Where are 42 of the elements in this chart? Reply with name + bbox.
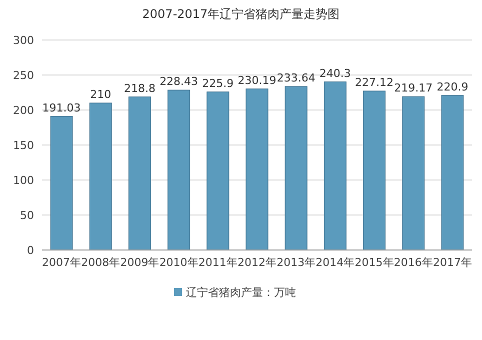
bar [284,86,308,250]
x-tick-label: 2009年 [120,256,160,269]
data-label: 227.12 [355,76,394,90]
x-tick-label: 2013年 [276,256,316,269]
data-label: 240.3 [319,66,351,80]
y-tick-label: 200 [13,104,34,117]
bar [402,96,425,250]
bar [168,90,190,250]
y-tick-label: 150 [13,139,34,152]
x-tick-label: 2016年 [394,256,433,269]
bar [128,96,151,250]
bar [50,116,73,250]
x-tick-label: 2014年 [316,256,355,269]
y-tick-label: 50 [20,209,34,222]
data-label: 218.8 [124,82,156,95]
data-label: 228.43 [160,75,198,88]
x-tick-label: 2011年 [198,256,238,269]
x-tick-label: 2017年 [432,256,472,269]
bar [363,90,386,250]
y-tick-label: 0 [27,244,34,257]
data-label: 210 [90,88,112,101]
data-label: 230.19 [238,74,276,87]
y-tick-label: 250 [13,69,34,82]
y-tick-label: 100 [13,174,34,187]
bar [206,92,230,250]
legend-label: 辽宁省猪肉产量：万吨 [186,286,296,299]
chart-title: 2007-2017年辽宁省猪肉产量走势图 [142,7,340,21]
x-tick-label: 2010年 [159,256,198,269]
data-label: 233.64 [276,71,316,84]
data-label: 219.17 [394,82,433,95]
x-tick-label: 2015年 [354,256,394,269]
bar [89,102,112,250]
bar [324,81,346,250]
x-tick-label: 2012年 [238,256,276,269]
data-label: 191.03 [42,101,81,114]
y-tick-label: 300 [13,34,34,47]
data-label: 225.9 [202,76,234,90]
bar [246,88,268,250]
x-tick-label: 2008年 [81,256,120,269]
x-tick-label: 2007年 [42,256,82,269]
data-label: 220.9 [436,80,468,94]
bar [441,95,464,250]
